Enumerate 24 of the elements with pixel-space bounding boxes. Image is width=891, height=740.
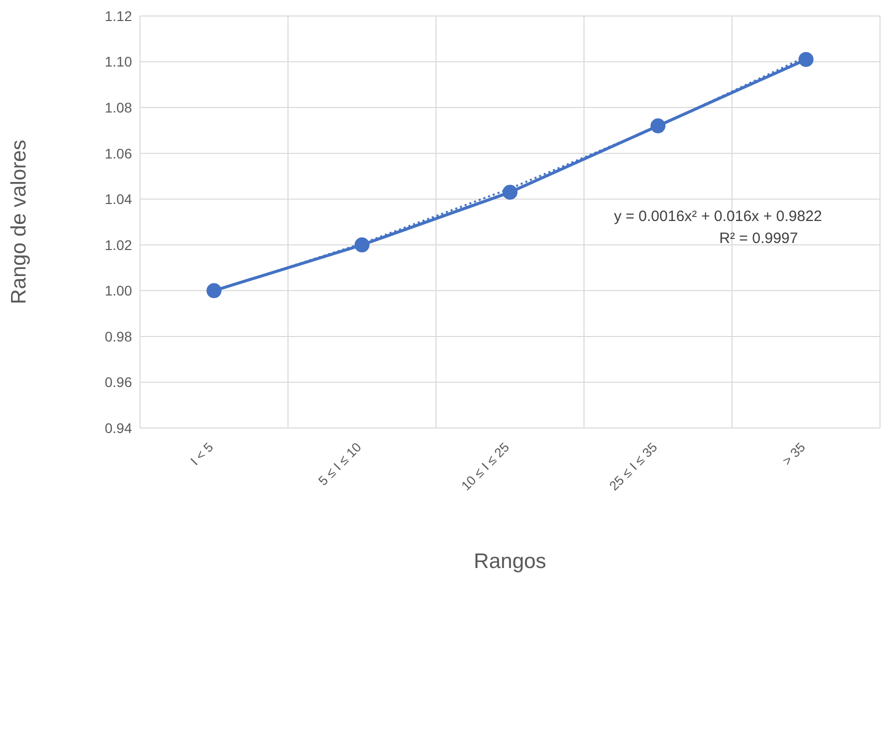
y-tick-label: 1.04 [104,191,132,208]
x-tick-label: > 35 [779,440,808,468]
x-tick-label: 25 ≤ I ≤ 35 [606,440,660,494]
x-tick-label: I < 5 [187,440,216,468]
y-axis-title: Rango de valores [7,140,30,304]
y-tick-label: 0.94 [104,420,132,436]
x-tick-label: 5 ≤ I ≤ 10 [315,440,364,488]
y-tick-label: 1.10 [104,54,132,70]
x-tick-label: 10 ≤ I ≤ 25 [458,440,512,494]
y-tick-label: 1.12 [104,8,132,24]
point [354,237,370,252]
point [206,283,222,298]
y-tick-label: 0.98 [104,328,132,344]
point [798,52,814,67]
annotation: y = 0.0016x² + 0.016x + 0.9822 [612,208,824,225]
y-tick-label: 1.08 [104,100,132,116]
point [502,184,518,200]
y-tick-label: 1.02 [104,236,132,253]
x-axis-title: Rangos [474,550,546,573]
annotation: R² = 0.9997 [718,230,799,247]
y-tick-label: 0.96 [104,374,132,390]
y-tick-label: 1.00 [104,282,132,299]
y-tick-label: 1.06 [104,145,132,162]
point [650,118,666,134]
